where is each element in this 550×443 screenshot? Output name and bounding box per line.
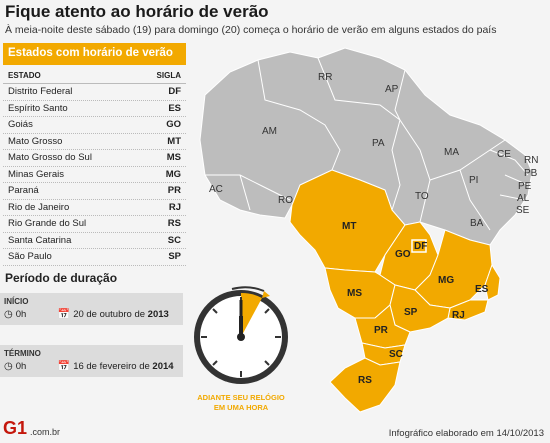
table-row: Minas Gerais MG	[3, 167, 186, 183]
label-pa: PA	[372, 138, 385, 149]
label-rn: RN	[524, 155, 538, 166]
state-name: Mato Grosso	[8, 135, 63, 147]
calendar-icon: 📅	[57, 361, 71, 372]
state-es	[484, 263, 501, 301]
end-date: 16 de fevereiro de	[73, 361, 153, 372]
start-values: ◷ 0h 📅 20 de outubro de 2013	[0, 307, 183, 325]
state-name: Minas Gerais	[8, 168, 64, 180]
label-pb: PB	[524, 168, 538, 179]
end-values: ◷ 0h 📅 16 de fevereiro de 2014	[0, 359, 183, 377]
state-abbr: RS	[167, 218, 181, 229]
page-subtitle: À meia-noite deste sábado (19) para domi…	[5, 24, 497, 36]
table-header: ESTADO SIGLA	[3, 65, 186, 84]
clock-caption-line2: EM UMA HORA	[213, 403, 269, 412]
page-title: Fique atento ao horário de verão	[5, 2, 269, 21]
state-name: Goiás	[8, 119, 33, 130]
table-row: Goiás GO	[3, 117, 186, 134]
label-pe: PE	[518, 181, 532, 192]
end-year: 2014	[152, 361, 174, 372]
label-ms: MS	[347, 288, 362, 299]
state-name: Santa Catarina	[8, 234, 72, 246]
label-rj: RJ	[452, 310, 465, 321]
state-mg	[414, 229, 493, 309]
table-row: Paraná PR	[3, 183, 186, 200]
label-pi: PI	[469, 175, 478, 186]
end-label: TÉRMINO	[4, 349, 41, 358]
gray-borders	[205, 57, 529, 231]
table-row: Mato Grosso MT	[3, 134, 186, 150]
period-title: Período de duração	[5, 271, 118, 285]
start-box: INÍCIO ◷ 0h 📅 20 de outubro de 2013	[0, 293, 183, 325]
table-row: Rio Grande do Sul RS	[3, 216, 186, 233]
clock-small-icon: ◷	[4, 361, 13, 372]
map-labels: RR AP AM PA MA CE RN PB PE AL SE PI BA T…	[209, 72, 538, 386]
col-abbr: SIGLA	[156, 71, 181, 80]
state-abbr: GO	[166, 119, 181, 130]
label-ce: CE	[497, 149, 511, 160]
label-sp: SP	[404, 307, 418, 318]
state-abbr: MG	[165, 168, 181, 180]
label-sc: SC	[389, 349, 403, 360]
state-name: Rio Grande do Sul	[8, 218, 87, 229]
clock-small-icon: ◷	[4, 309, 13, 320]
start-label: INÍCIO	[4, 297, 29, 306]
state-abbr: DF	[168, 86, 181, 97]
label-ba: BA	[470, 218, 484, 229]
calendar-icon: 📅	[57, 309, 71, 320]
label-es: ES	[475, 284, 489, 295]
state-name: Rio de Janeiro	[8, 201, 70, 213]
end-box: TÉRMINO ◷ 0h 📅 16 de fevereiro de 2014	[0, 345, 183, 377]
state-abbr: ES	[168, 102, 181, 114]
state-abbr: SP	[168, 251, 181, 262]
table-row: Espírito Santo ES	[3, 101, 186, 117]
start-year: 2013	[147, 309, 169, 320]
label-se: SE	[516, 205, 530, 216]
panel-heading: Estados com horário de verão	[3, 43, 186, 65]
col-state: ESTADO	[8, 71, 41, 80]
table-row: Distrito Federal DF	[3, 84, 186, 101]
label-rr: RR	[318, 72, 332, 83]
state-abbr: RJ	[168, 201, 181, 213]
label-al: AL	[517, 193, 530, 204]
state-name: Distrito Federal	[8, 86, 73, 97]
clock-icon	[194, 286, 288, 384]
state-abbr: PR	[167, 185, 181, 196]
end-time: 0h	[15, 361, 27, 372]
state-name: São Paulo	[8, 251, 52, 262]
label-ma: MA	[444, 147, 459, 158]
label-ap: AP	[385, 84, 399, 95]
start-date: 20 de outubro de	[73, 309, 148, 320]
label-df: DF	[414, 241, 427, 252]
label-mt: MT	[342, 221, 356, 232]
footer-credit: Infográfico elaborado em 14/10/2013	[388, 428, 544, 439]
table-row: Rio de Janeiro RJ	[3, 200, 186, 216]
label-go: GO	[395, 249, 411, 260]
table-row: Mato Grosso do Sul MS	[3, 150, 186, 167]
label-to: TO	[415, 191, 429, 202]
state-name: Espírito Santo	[8, 102, 68, 114]
g1-logo: G1	[3, 418, 28, 438]
label-mg: MG	[438, 275, 454, 286]
clock-caption: ADIANTE SEU RELÓGIO EM UMA HORA	[185, 393, 297, 413]
label-rs: RS	[358, 375, 372, 386]
state-name: Mato Grosso do Sul	[8, 152, 92, 163]
table-row: São Paulo SP	[3, 249, 186, 266]
table-row: Santa Catarina SC	[3, 233, 186, 249]
state-df	[411, 239, 427, 253]
state-abbr: MT	[167, 135, 181, 147]
label-ro: RO	[278, 195, 293, 206]
state-abbr: SC	[167, 234, 181, 246]
state-abbr: MS	[166, 152, 181, 163]
label-pr: PR	[374, 325, 389, 336]
state-rs	[329, 357, 401, 413]
state-name: Paraná	[8, 185, 39, 196]
start-time: 0h	[15, 309, 27, 320]
clock-caption-line1: ADIANTE SEU RELÓGIO	[197, 393, 285, 402]
dst-states-panel: Estados com horário de verão ESTADO SIGL…	[3, 43, 186, 266]
label-ac: AC	[209, 184, 223, 195]
label-am: AM	[262, 126, 277, 137]
footer-domain: .com.br	[30, 427, 61, 437]
